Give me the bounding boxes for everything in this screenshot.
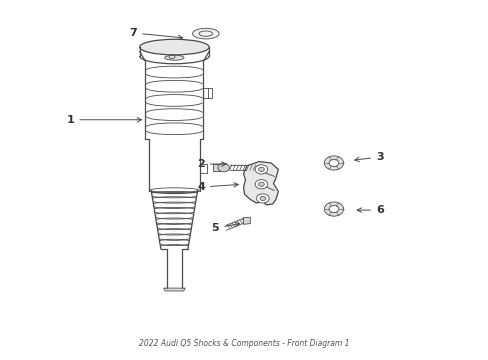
Polygon shape bbox=[243, 217, 250, 224]
Text: 7: 7 bbox=[129, 28, 182, 40]
Circle shape bbox=[218, 163, 229, 172]
Ellipse shape bbox=[164, 55, 183, 60]
Polygon shape bbox=[163, 288, 185, 291]
Text: 4: 4 bbox=[197, 182, 238, 192]
Text: 2022 Audi Q5 Shocks & Components - Front Diagram 1: 2022 Audi Q5 Shocks & Components - Front… bbox=[139, 339, 349, 348]
Circle shape bbox=[255, 165, 267, 174]
Circle shape bbox=[328, 159, 338, 167]
Text: 6: 6 bbox=[356, 205, 383, 215]
Circle shape bbox=[324, 202, 343, 216]
Text: 5: 5 bbox=[211, 222, 239, 233]
Ellipse shape bbox=[139, 39, 209, 55]
Polygon shape bbox=[243, 162, 278, 205]
Circle shape bbox=[258, 182, 264, 186]
Circle shape bbox=[328, 206, 338, 213]
Circle shape bbox=[255, 180, 267, 189]
Ellipse shape bbox=[192, 28, 219, 39]
Text: 3: 3 bbox=[354, 152, 383, 162]
Polygon shape bbox=[213, 164, 221, 171]
Circle shape bbox=[256, 194, 268, 203]
Circle shape bbox=[260, 196, 265, 201]
Circle shape bbox=[324, 156, 343, 170]
Circle shape bbox=[258, 167, 264, 171]
Text: 2: 2 bbox=[197, 159, 225, 169]
Text: 1: 1 bbox=[66, 115, 141, 125]
